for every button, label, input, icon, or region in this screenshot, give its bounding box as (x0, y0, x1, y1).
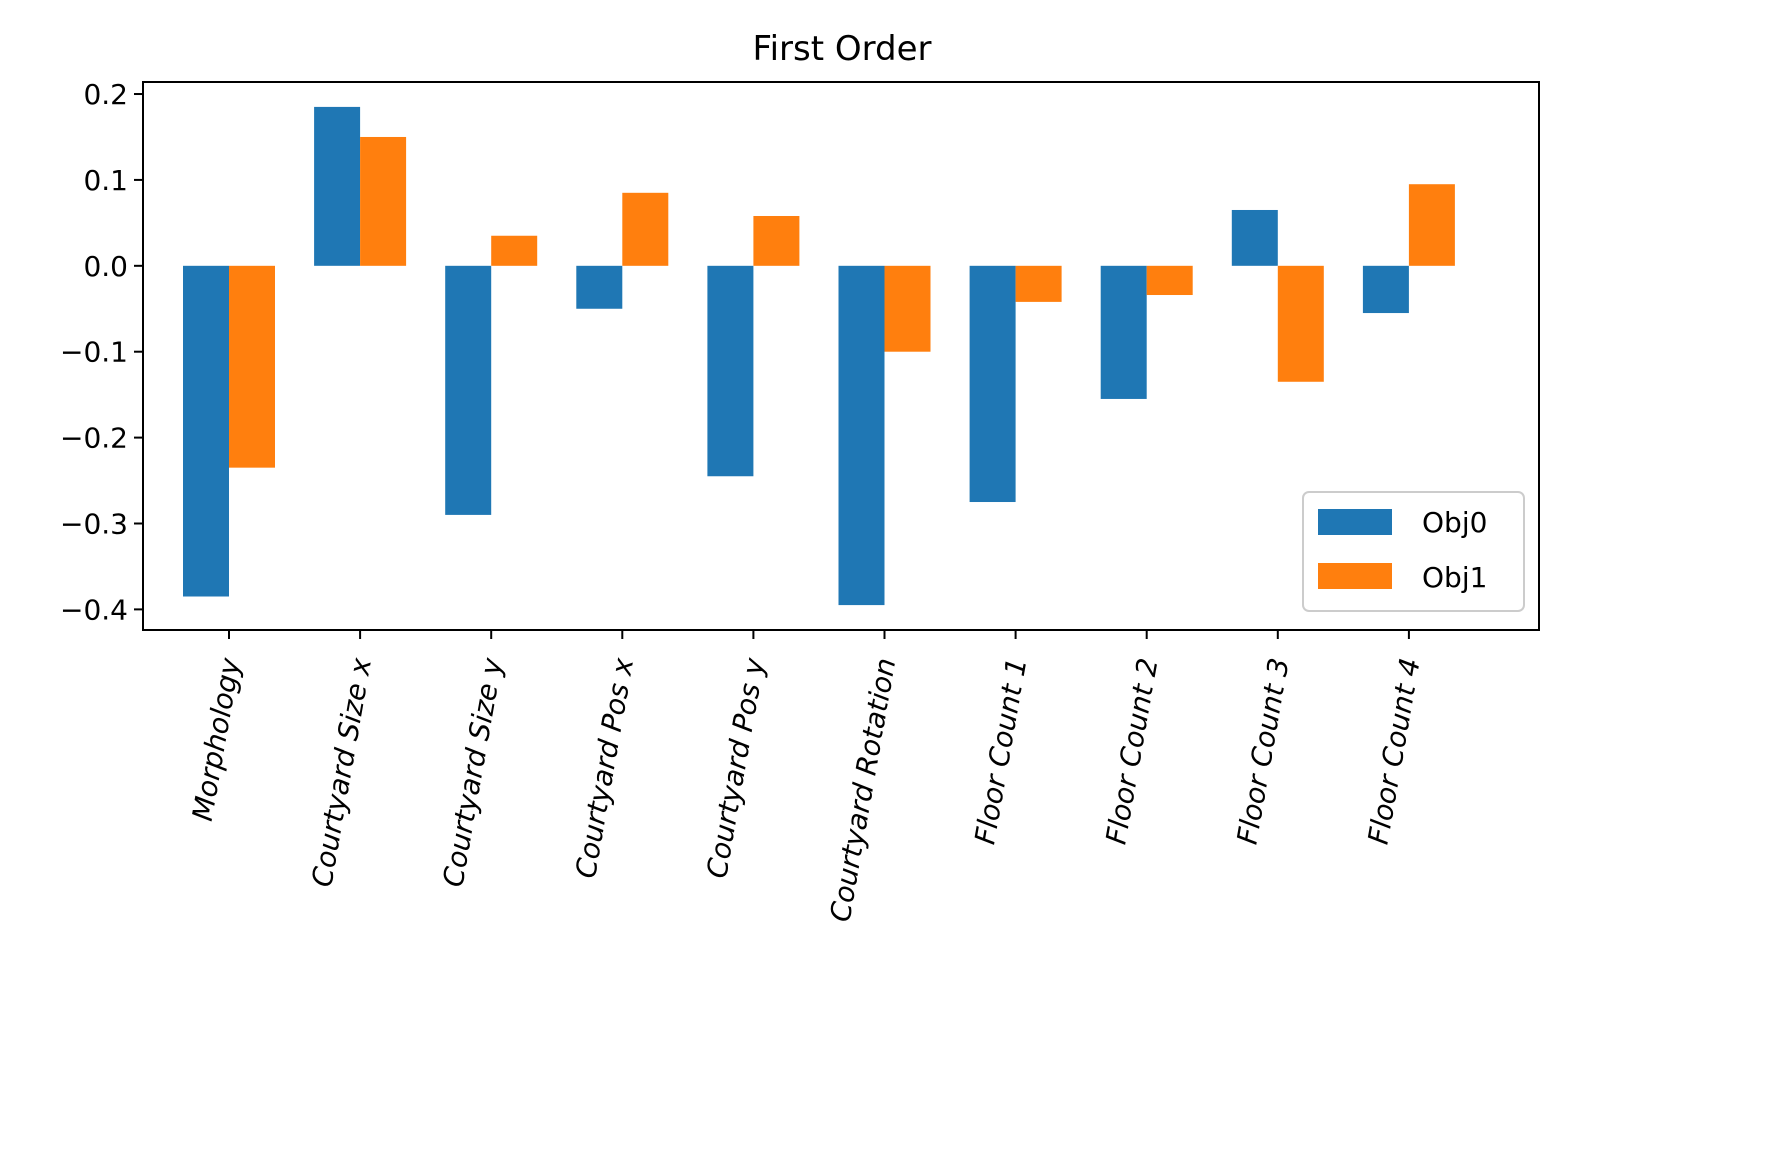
y-tick-label: −0.2 (60, 422, 128, 455)
bar-obj1-8 (1277, 265, 1324, 382)
legend-label-obj0: Obj0 (1422, 506, 1487, 539)
bar-obj0-1 (314, 106, 361, 266)
bar-obj0-7 (1100, 265, 1147, 399)
bar-obj1-3 (622, 192, 669, 266)
bar-obj1-1 (360, 136, 407, 266)
bar-obj0-4 (707, 265, 754, 477)
y-tick-label: −0.3 (60, 507, 128, 540)
legend-label-obj1: Obj1 (1422, 561, 1487, 594)
legend-swatch-obj0 (1318, 509, 1392, 535)
chart-title: First Order (753, 29, 932, 69)
legend-swatch-obj1 (1318, 563, 1392, 589)
bar-obj1-4 (753, 215, 800, 266)
bar-obj1-9 (1408, 184, 1455, 266)
bar-obj0-8 (1231, 209, 1278, 266)
legend: Obj0 Obj1 (1302, 491, 1525, 612)
bar-obj1-0 (229, 265, 275, 468)
bar-obj0-0 (183, 265, 229, 597)
y-tick-label: −0.1 (60, 336, 128, 369)
bar-obj0-3 (576, 265, 623, 309)
bar-obj0-6 (969, 265, 1016, 503)
y-tick-label: 0.1 (83, 164, 128, 197)
bar-obj0-5 (838, 265, 885, 606)
plot-frame (142, 81, 1540, 631)
bar-obj1-5 (884, 265, 931, 352)
y-tick-label: 0.0 (83, 250, 128, 283)
y-tick-label: 0.2 (83, 78, 128, 111)
bars-layer (183, 106, 1455, 606)
bar-obj1-2 (491, 235, 538, 266)
y-axis: 0.2 0.1 0.0 −0.1 −0.2 −0.3 −0.4 (60, 78, 143, 626)
bar-obj0-9 (1362, 265, 1409, 314)
bar-obj1-6 (1015, 265, 1062, 302)
y-tick-label: −0.4 (60, 593, 128, 626)
bar-obj0-2 (445, 265, 492, 515)
bar-obj1-7 (1146, 265, 1193, 296)
